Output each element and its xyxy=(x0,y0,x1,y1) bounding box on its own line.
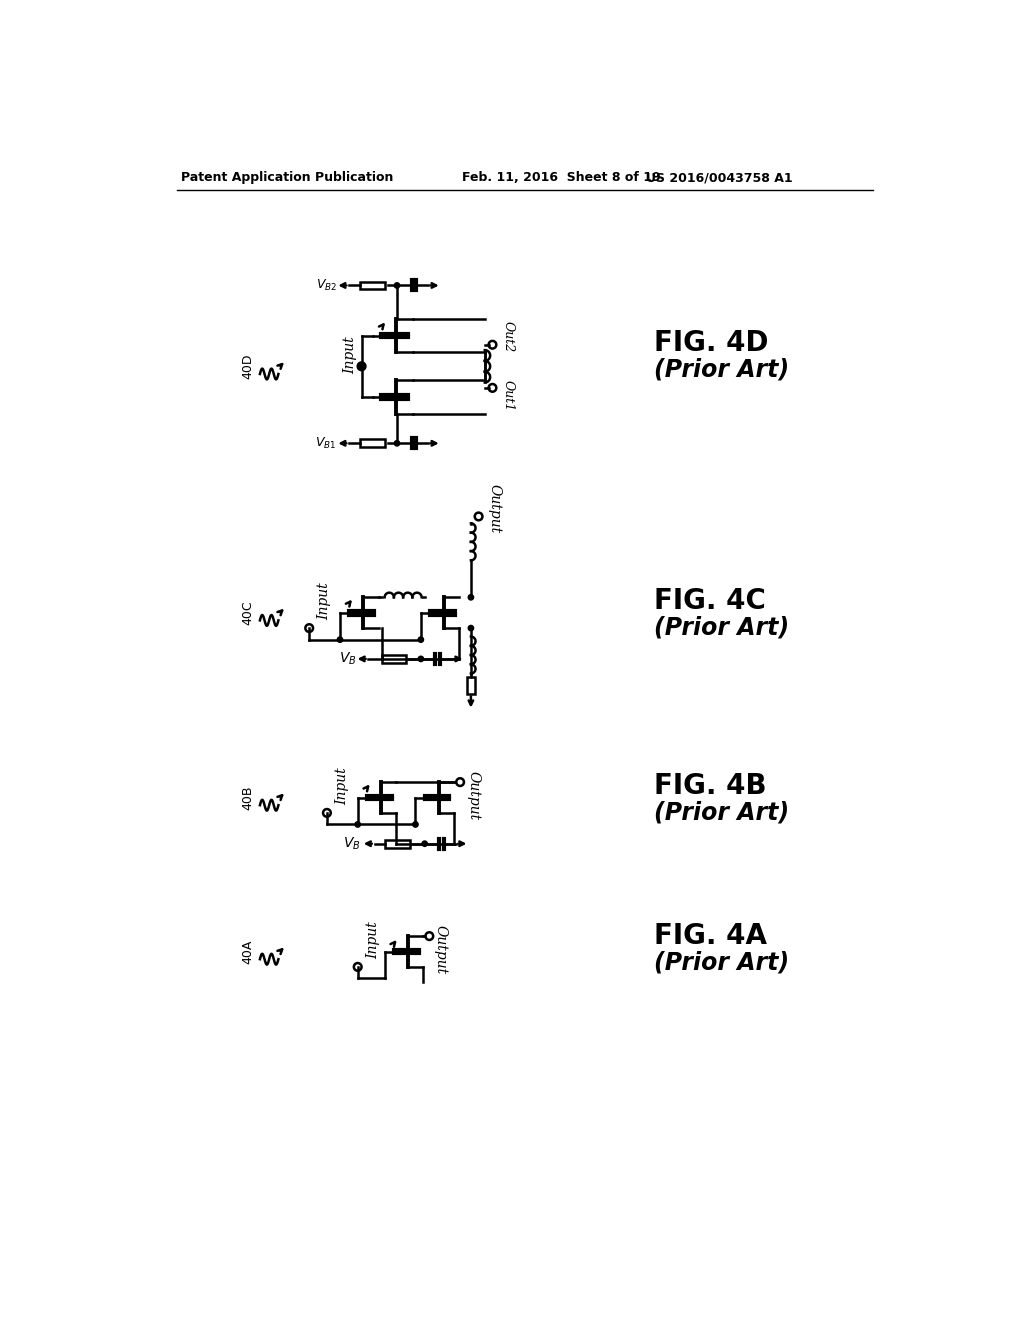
Circle shape xyxy=(418,656,424,661)
Text: Input: Input xyxy=(343,335,357,374)
Text: Input: Input xyxy=(317,582,332,620)
Bar xyxy=(382,655,407,663)
Text: 40D: 40D xyxy=(241,354,254,379)
Text: $V_B$: $V_B$ xyxy=(339,651,356,667)
Text: FIG. 4B: FIG. 4B xyxy=(654,772,767,800)
Circle shape xyxy=(468,626,473,631)
Text: Patent Application Publication: Patent Application Publication xyxy=(180,172,393,185)
Text: (Prior Art): (Prior Art) xyxy=(654,615,790,639)
Circle shape xyxy=(394,441,399,446)
Text: (Prior Art): (Prior Art) xyxy=(654,950,790,974)
Circle shape xyxy=(394,282,399,288)
Text: (Prior Art): (Prior Art) xyxy=(654,358,790,381)
Text: $V_{B1}$: $V_{B1}$ xyxy=(315,436,337,451)
Bar xyxy=(385,840,410,847)
Bar xyxy=(467,677,475,693)
Circle shape xyxy=(413,822,418,828)
Text: Input: Input xyxy=(367,921,380,958)
Text: $V_B$: $V_B$ xyxy=(343,836,360,851)
Text: Output: Output xyxy=(433,925,447,974)
Text: 40B: 40B xyxy=(241,785,254,809)
Text: $V_{B2}$: $V_{B2}$ xyxy=(315,279,337,293)
Text: FIG. 4C: FIG. 4C xyxy=(654,587,766,615)
Text: Output: Output xyxy=(466,771,480,821)
Text: Out1: Out1 xyxy=(502,380,514,412)
Circle shape xyxy=(418,638,424,643)
Text: 40C: 40C xyxy=(241,601,254,624)
Circle shape xyxy=(358,363,365,370)
Circle shape xyxy=(468,594,473,601)
Text: 40A: 40A xyxy=(241,940,254,964)
Text: Feb. 11, 2016  Sheet 8 of 19: Feb. 11, 2016 Sheet 8 of 19 xyxy=(462,172,660,185)
Text: FIG. 4D: FIG. 4D xyxy=(654,329,769,358)
Bar xyxy=(360,440,385,447)
Text: Output: Output xyxy=(487,484,501,533)
Text: Out2: Out2 xyxy=(502,321,514,352)
Circle shape xyxy=(422,841,427,846)
Text: US 2016/0043758 A1: US 2016/0043758 A1 xyxy=(646,172,793,185)
Text: Input: Input xyxy=(335,767,349,805)
Text: (Prior Art): (Prior Art) xyxy=(654,800,790,824)
Text: FIG. 4A: FIG. 4A xyxy=(654,923,767,950)
Bar xyxy=(360,281,385,289)
Circle shape xyxy=(355,822,360,828)
Circle shape xyxy=(337,638,343,643)
